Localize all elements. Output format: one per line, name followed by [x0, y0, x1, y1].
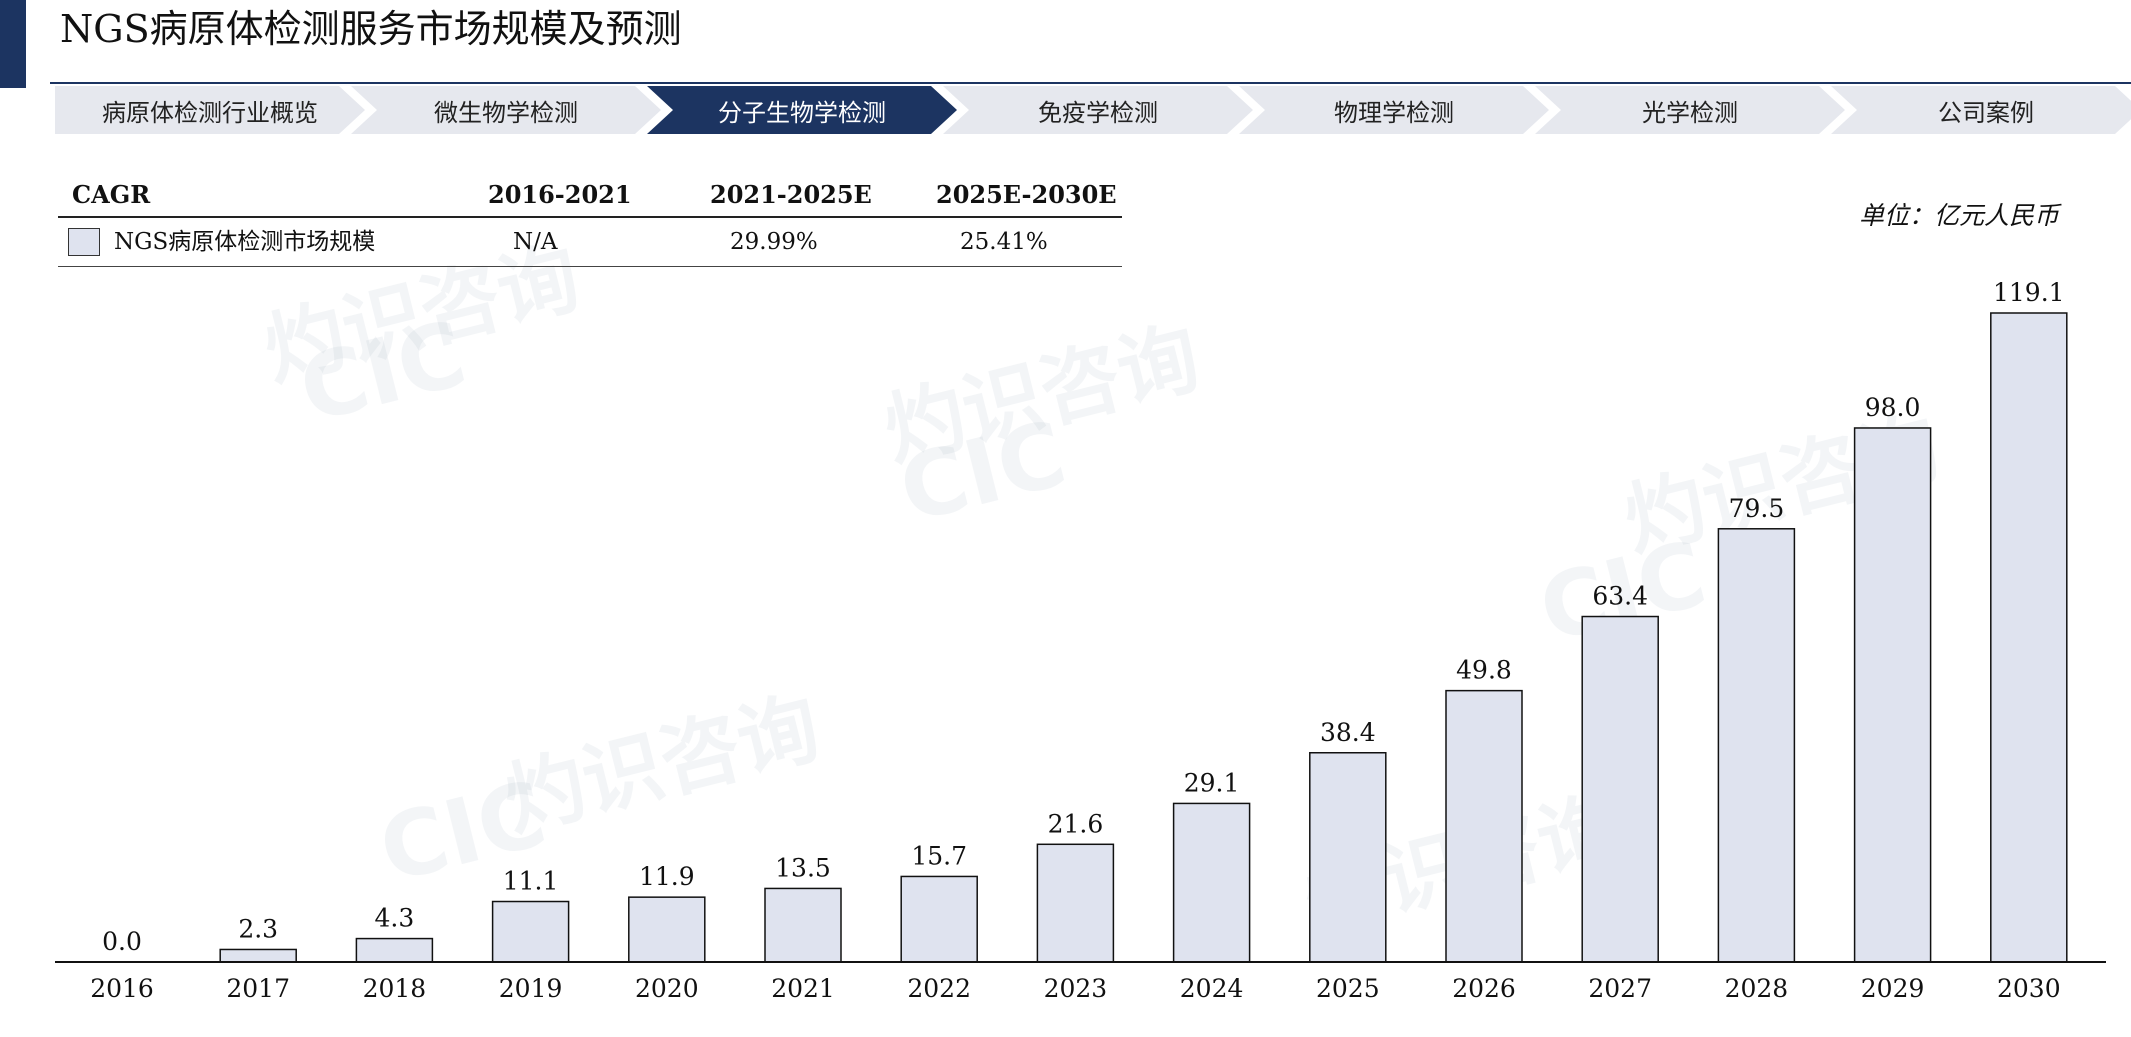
bar-value-label: 13.5 [775, 853, 831, 882]
nav-tab-optical[interactable]: 光学检测 [1535, 86, 1845, 134]
bar [1990, 312, 2068, 963]
bar [1445, 689, 1523, 963]
cagr-divider [58, 216, 1122, 218]
x-tick-label: 2025 [1316, 974, 1380, 1003]
nav-tab-company-cases[interactable]: 公司案例 [1831, 86, 2131, 134]
bar-value-label: 21.6 [1048, 809, 1104, 838]
bar [1853, 427, 1932, 963]
cagr-header-period: 2016-2021 [488, 180, 632, 209]
page-title: NGS病原体检测服务市场规模及预测 [60, 7, 682, 51]
bar [900, 875, 978, 963]
bar [764, 887, 842, 963]
x-tick-label: 2028 [1725, 974, 1789, 1003]
x-tick-label: 2024 [1180, 974, 1244, 1003]
cagr-header-period: 2021-2025E [710, 180, 872, 209]
bar [355, 937, 434, 963]
cagr-row-label: NGS病原体检测市场规模 [114, 229, 376, 255]
bar-value-label: 119.1 [1993, 278, 2065, 307]
nav-tab-label: 分子生物学检测 [718, 98, 886, 127]
x-tick-label: 2029 [1861, 974, 1925, 1003]
title-divider [50, 82, 2131, 84]
nav-tab-immunology[interactable]: 免疫学检测 [943, 86, 1253, 134]
x-tick-label: 2030 [1997, 974, 2061, 1003]
bar-value-label: 2.3 [238, 914, 278, 943]
nav-tab-label: 微生物学检测 [434, 98, 578, 127]
bar [491, 900, 570, 963]
nav-tab-molecular[interactable]: 分子生物学检测 [647, 86, 957, 134]
nav-tab-label: 物理学检测 [1334, 98, 1454, 127]
bar [1172, 802, 1251, 963]
cagr-value: 25.41% [960, 229, 1048, 255]
x-tick-label: 2019 [499, 974, 563, 1003]
bar [219, 948, 297, 963]
nav-tab-label: 光学检测 [1642, 98, 1738, 127]
x-tick-label: 2020 [635, 974, 699, 1003]
x-tick-label: 2016 [90, 974, 154, 1003]
nav-tab-microbiology[interactable]: 微生物学检测 [351, 86, 661, 134]
bar-value-label: 79.5 [1729, 494, 1785, 523]
nav-tab-label: 病原体检测行业概览 [102, 98, 318, 127]
cagr-value: N/A [513, 229, 558, 255]
bar [1581, 615, 1659, 963]
bar [628, 896, 706, 963]
bar [1036, 843, 1115, 963]
bar [1717, 528, 1796, 963]
nav-tab-overview[interactable]: 病原体检测行业概览 [55, 86, 365, 134]
bar-value-label: 0.0 [102, 927, 142, 956]
x-tick-label: 2027 [1588, 974, 1652, 1003]
bar [1309, 752, 1387, 963]
x-tick-label: 2017 [226, 974, 290, 1003]
x-tick-label: 2023 [1044, 974, 1108, 1003]
bar-value-label: 11.1 [503, 867, 559, 896]
bar-value-label: 11.9 [639, 862, 695, 891]
cagr-value: 29.99% [730, 229, 818, 255]
nav-tab-label: 免疫学检测 [1038, 98, 1158, 127]
bar-value-label: 29.1 [1184, 768, 1240, 797]
x-tick-label: 2026 [1452, 974, 1516, 1003]
unit-label: 单位：亿元人民币 [1858, 201, 2059, 230]
cagr-header: CAGR [72, 180, 151, 209]
x-tick-label: 2018 [363, 974, 427, 1003]
accent-bar [0, 0, 26, 88]
bar-value-label: 63.4 [1592, 582, 1648, 611]
x-tick-label: 2022 [907, 974, 971, 1003]
bar-value-label: 4.3 [375, 904, 415, 933]
legend-swatch [68, 228, 100, 256]
bar-value-label: 38.4 [1320, 718, 1376, 747]
chevron-nav: 病原体检测行业概览 微生物学检测 分子生物学检测 免疫学检测 物理学检测 光学检… [55, 86, 2120, 134]
bar-value-label: 15.7 [911, 841, 967, 870]
nav-tab-label: 公司案例 [1938, 98, 2034, 127]
bar-value-label: 98.0 [1865, 393, 1921, 422]
cagr-header-period: 2025E-2030E [936, 180, 1117, 209]
x-tick-label: 2021 [771, 974, 835, 1003]
cagr-bottom-rule [58, 266, 1122, 267]
bar-value-label: 49.8 [1456, 656, 1512, 685]
nav-tab-physics[interactable]: 物理学检测 [1239, 86, 1549, 134]
